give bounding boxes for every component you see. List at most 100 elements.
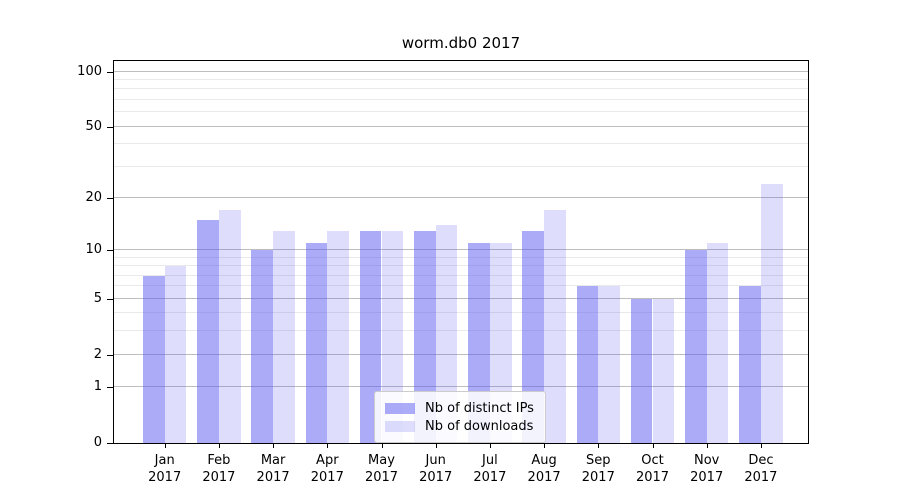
x-axis-tick-mark (218, 444, 220, 448)
grid-line-minor (114, 256, 808, 258)
x-axis-tick-month: May (368, 453, 395, 468)
x-axis-tick-year: 2017 (364, 470, 399, 485)
legend-label-distinct-ips: Nb of distinct IPs (425, 400, 534, 416)
bar-nb-of-downloads (760, 183, 783, 443)
grid-line-minor (114, 285, 808, 287)
bar-nb-of-downloads (435, 225, 458, 443)
y-axis-tick-mark (107, 298, 113, 300)
x-axis-tick-month: Apr (316, 453, 339, 468)
bar-nb-of-distinct-ips (197, 219, 219, 443)
x-axis-tick-year: 2017 (527, 470, 561, 485)
plot-area (113, 60, 809, 444)
bar-nb-of-distinct-ips (305, 242, 328, 443)
legend-entry-distinct-ips: Nb of distinct IPs (385, 399, 545, 417)
x-axis-tick-month: Sep (586, 453, 611, 468)
grid-line-major (114, 386, 808, 388)
grid-line-major (114, 125, 808, 127)
x-axis-tick-year: 2017 (419, 470, 453, 485)
legend-label-downloads: Nb of downloads (425, 418, 534, 434)
x-axis-tick-year: 2017 (744, 470, 778, 485)
x-axis-tick-label: Dec 2017 (731, 452, 791, 486)
bar-nb-of-distinct-ips (251, 250, 274, 443)
x-axis-tick-mark (327, 444, 329, 448)
x-axis-tick-year: 2017 (148, 470, 182, 485)
y-axis-tick-label: 1 (93, 379, 102, 395)
x-axis-tick-year: 2017 (310, 470, 344, 485)
grid-line-minor (114, 98, 808, 100)
bar-nb-of-downloads (598, 286, 620, 443)
x-axis-tick-year: 2017 (690, 470, 724, 485)
bar-nb-of-distinct-ips (576, 286, 599, 443)
grid-line-major (114, 70, 808, 72)
x-axis-tick-mark (598, 444, 600, 448)
x-axis-tick-year: 2017 (473, 470, 507, 485)
grid-line-major (114, 297, 808, 299)
x-axis-tick-year: 2017 (202, 470, 236, 485)
y-axis-tick-label: 100 (77, 63, 102, 79)
bar-nb-of-distinct-ips (522, 230, 545, 443)
x-axis-tick-month: Oct (641, 453, 664, 468)
x-axis-tick-label: Sep 2017 (568, 452, 628, 486)
y-axis-tick-label: 20 (85, 189, 102, 205)
bar-nb-of-downloads (164, 266, 187, 443)
x-axis-tick-label: Jul 2017 (460, 452, 520, 486)
y-axis-tick-mark (107, 443, 113, 444)
bar-nb-of-distinct-ips (630, 298, 653, 443)
legend-entry-downloads: Nb of downloads (385, 417, 545, 435)
y-axis-tick-label: 0 (93, 435, 102, 450)
bar-nb-of-distinct-ips (143, 275, 165, 443)
y-axis-tick-label: 10 (85, 242, 102, 257)
legend-swatch-downloads-icon (385, 420, 415, 432)
bar-nb-of-downloads (327, 230, 349, 443)
x-axis-tick-mark (164, 444, 166, 448)
x-axis-tick-mark (435, 444, 437, 448)
x-axis-tick-year: 2017 (635, 470, 670, 485)
x-axis-tick-label: Jan 2017 (135, 452, 195, 486)
bar-nb-of-downloads (706, 242, 729, 443)
x-axis-tick-label: Feb 2017 (189, 452, 249, 486)
x-axis-tick-label: Nov 2017 (677, 452, 737, 486)
x-axis-tick-label: Jun 2017 (406, 452, 466, 486)
bar-nb-of-downloads (381, 230, 404, 443)
grid-line-major (114, 249, 808, 250)
grid-line-minor (114, 111, 808, 112)
x-axis-tick-label: Apr 2017 (297, 452, 357, 486)
x-axis-tick-label: Aug 2017 (514, 452, 574, 486)
x-axis-tick-month: Nov (694, 453, 720, 468)
x-axis-tick-mark (273, 444, 275, 448)
x-axis-tick-mark (544, 444, 546, 448)
x-axis-tick-mark (760, 444, 762, 448)
y-axis-tick-label: 5 (93, 290, 102, 306)
y-axis-tick-mark (107, 71, 113, 73)
x-axis-tick-month: Aug (531, 453, 557, 468)
x-axis-tick-year: 2017 (581, 470, 615, 485)
y-axis-tick-mark (107, 387, 113, 389)
grid-line-minor (114, 78, 808, 80)
bar-nb-of-downloads (273, 230, 295, 443)
bar-nb-of-distinct-ips (739, 286, 761, 443)
x-axis-tick-label: May 2017 (352, 452, 412, 486)
grid-line-minor (114, 330, 808, 332)
x-axis-tick-year: 2017 (256, 470, 290, 485)
y-axis-tick-mark (107, 354, 113, 356)
grid-line-minor (114, 265, 808, 267)
bar-nb-of-distinct-ips (414, 230, 436, 443)
grid-line-minor (114, 274, 808, 276)
bar-nb-of-downloads (652, 298, 675, 443)
grid-line-major (114, 196, 808, 198)
grid-line-minor (114, 88, 808, 90)
x-axis-tick-mark (706, 444, 708, 448)
grid-line-minor (114, 165, 808, 167)
y-axis-tick-mark (107, 126, 113, 128)
chart-title: worm.db0 2017 (401, 34, 521, 52)
x-axis-tick-month: Jan (154, 453, 175, 468)
grid-line-major (114, 353, 808, 355)
legend-swatch-distinct-ips-icon (385, 402, 415, 414)
x-axis-tick-label: Mar 2017 (243, 452, 303, 486)
grid-line-minor (114, 312, 808, 314)
x-axis-tick-mark (652, 444, 654, 448)
bar-nb-of-distinct-ips (685, 250, 707, 443)
bar-nb-of-downloads (218, 210, 241, 443)
x-axis-tick-month: Jun (425, 453, 446, 468)
